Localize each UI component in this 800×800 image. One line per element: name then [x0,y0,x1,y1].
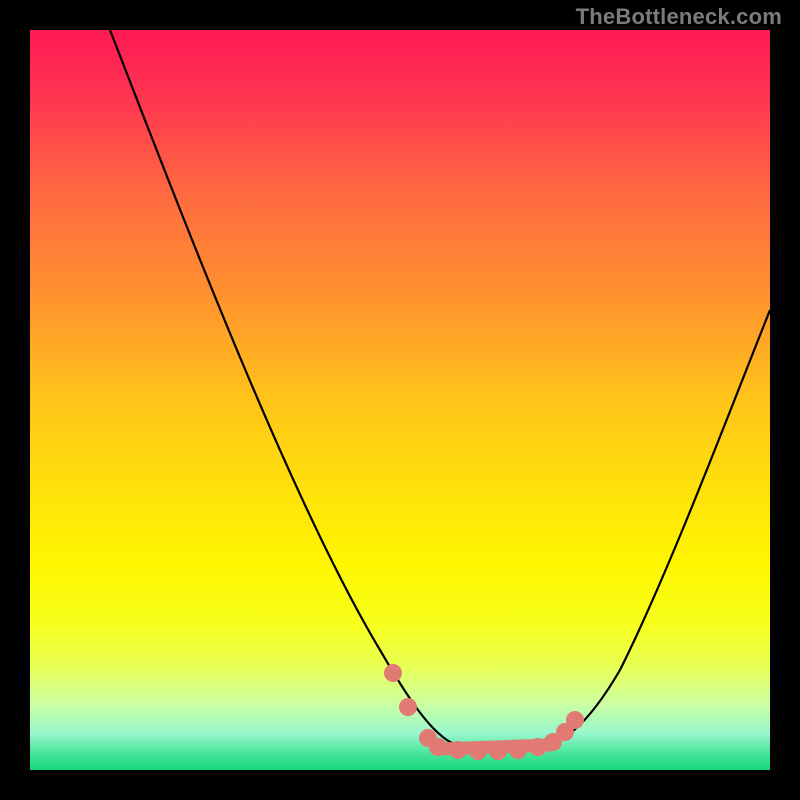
marker-dot [429,738,447,756]
watermark-text: TheBottleneck.com [576,4,782,30]
marker-dot [449,741,467,759]
marker-dot [566,711,584,729]
marker-dot [509,741,527,759]
marker-group [384,664,584,760]
marker-dot [469,742,487,760]
marker-dot [399,698,417,716]
bottleneck-curve [30,30,770,770]
marker-dot [384,664,402,682]
plot-area [30,30,770,770]
marker-dot [489,742,507,760]
